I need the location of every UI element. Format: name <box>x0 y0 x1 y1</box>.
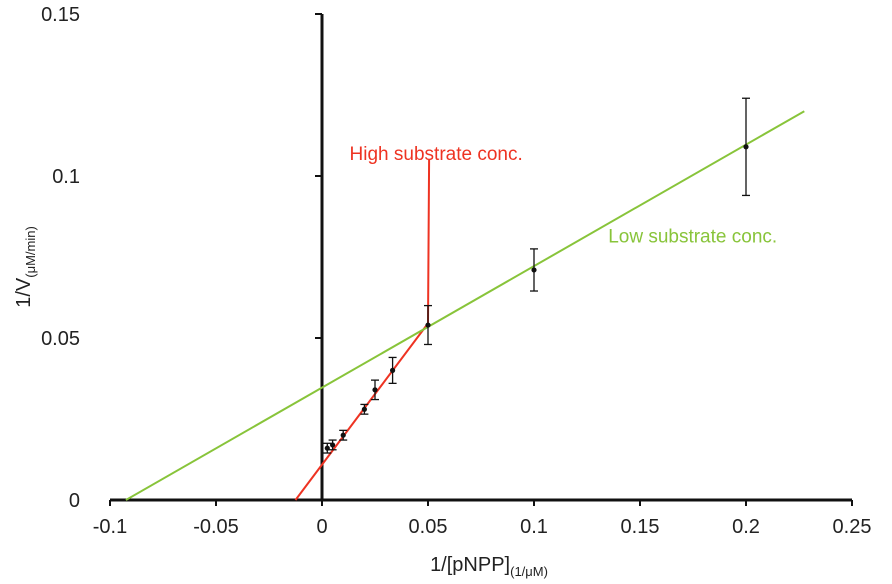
y-tick-label: 0.1 <box>52 166 80 188</box>
y-tick-label: 0.05 <box>41 328 80 350</box>
x-tick-label: 0.05 <box>409 516 448 538</box>
low-substrate-label: Low substrate conc. <box>608 226 777 247</box>
high-substrate-label: High substrate conc. <box>350 144 523 165</box>
x-tick-label: -0.1 <box>93 516 127 538</box>
labels: 1/[pNPP](1/μM) 1/V(μM/min) High substrate … <box>13 144 777 579</box>
x-tick-label: 0.1 <box>520 516 548 538</box>
data-point <box>425 322 431 328</box>
data-point <box>372 387 378 393</box>
data-point <box>743 144 749 150</box>
x-tick-label: 0.25 <box>833 516 872 538</box>
x-tick-label: 0 <box>316 516 327 538</box>
high-substrate-line <box>294 159 431 501</box>
fit-lines <box>125 110 805 501</box>
data-point <box>340 432 346 438</box>
data-points <box>323 97 750 454</box>
data-point <box>361 406 367 412</box>
x-tick-label: 0.15 <box>621 516 660 538</box>
data-point <box>324 445 330 451</box>
data-point <box>389 367 396 373</box>
x-axis-title: 1/[pNPP](1/μM) <box>430 554 548 579</box>
y-tick-label: 0.15 <box>41 4 80 26</box>
x-tick-label: 0.2 <box>732 516 760 538</box>
low-substrate-line <box>125 110 805 501</box>
data-point <box>531 267 537 273</box>
y-axis-title: 1/V(μM/min) <box>13 226 38 308</box>
axes: -0.1 -0.05 0 0.05 0.1 0.15 0.2 0.25 0 0.05 0.1 0.15 <box>41 4 871 538</box>
x-tick-label: -0.05 <box>193 516 239 538</box>
data-point <box>330 442 336 448</box>
y-tick-label: 0 <box>69 490 80 512</box>
